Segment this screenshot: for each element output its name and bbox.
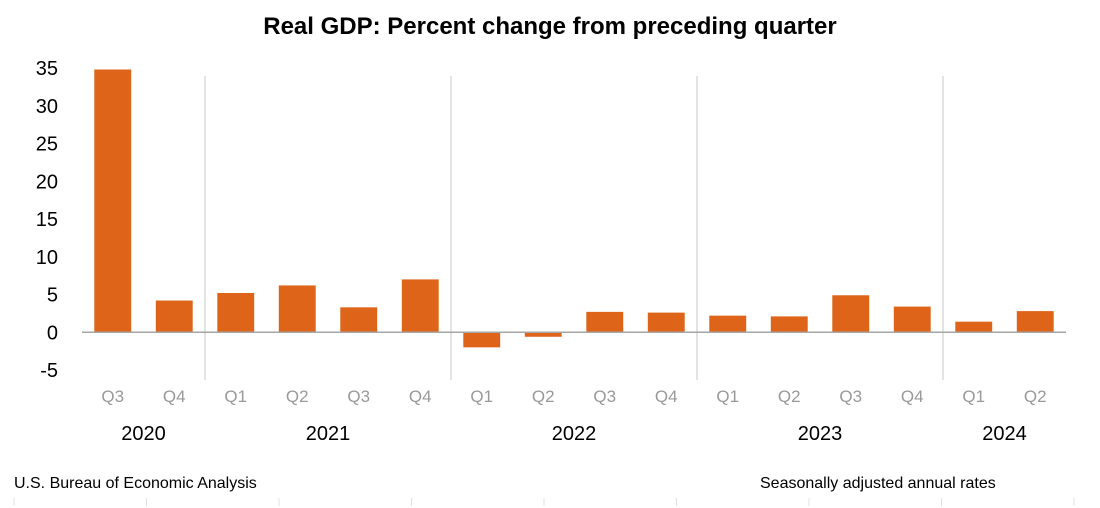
year-label: 2020 <box>121 423 166 445</box>
bar <box>524 332 562 337</box>
quarter-label: Q3 <box>101 387 124 406</box>
bottom-ticks <box>13 498 1075 506</box>
y-tick-label: 20 <box>36 171 58 193</box>
y-tick-label: 30 <box>36 96 58 118</box>
quarter-label: Q1 <box>224 387 247 406</box>
year-label: 2022 <box>552 423 597 445</box>
quarter-label: Q4 <box>655 387 678 406</box>
bar <box>1016 311 1054 333</box>
note-label: Seasonally adjusted annual rates <box>760 475 996 492</box>
y-tick-label: 25 <box>36 134 58 156</box>
quarter-label: Q2 <box>286 387 309 406</box>
source-label: U.S. Bureau of Economic Analysis <box>14 475 257 492</box>
y-tick-label: -5 <box>40 360 58 382</box>
bar <box>647 312 685 333</box>
bars <box>94 69 1054 348</box>
bar <box>217 292 255 333</box>
quarter-label: Q4 <box>163 387 186 406</box>
y-tick-label: 15 <box>36 209 58 231</box>
quarter-label: Q3 <box>839 387 862 406</box>
bar <box>709 315 747 333</box>
year-label: 2021 <box>306 423 351 445</box>
bar <box>94 69 132 333</box>
quarter-label: Q1 <box>962 387 985 406</box>
bar <box>955 321 993 333</box>
bar <box>893 306 931 333</box>
year-label: 2024 <box>982 423 1027 445</box>
quarter-label: Q4 <box>409 387 432 406</box>
bar <box>463 332 501 348</box>
bar <box>832 295 870 333</box>
year-label: 2023 <box>798 423 843 445</box>
quarter-label: Q3 <box>347 387 370 406</box>
chart-title: Real GDP: Percent change from preceding … <box>263 13 836 40</box>
bar <box>155 300 193 333</box>
quarter-label: Q1 <box>470 387 493 406</box>
bar <box>586 311 624 333</box>
bar <box>278 285 316 333</box>
quarter-label: Q3 <box>593 387 616 406</box>
quarter-label: Q2 <box>532 387 555 406</box>
quarter-label: Q2 <box>778 387 801 406</box>
y-tick-label: 35 <box>36 58 58 80</box>
y-tick-label: 0 <box>47 322 58 344</box>
quarter-label: Q1 <box>716 387 739 406</box>
quarter-labels: Q3 Q4 Q1 Q2 Q3 Q4 Q1 Q2 Q3 Q4 Q1 Q2 Q3 Q4 Q1 Q2 <box>101 387 1046 406</box>
year-labels: 2020 2021 2022 2023 2024 <box>121 423 1027 445</box>
y-tick-label: 5 <box>47 285 58 307</box>
bar <box>770 316 808 333</box>
quarter-label: Q2 <box>1024 387 1047 406</box>
y-tick-label: 10 <box>36 247 58 269</box>
y-axis: 35 30 25 20 15 10 5 0 -5 <box>36 58 58 382</box>
year-separators <box>204 76 944 380</box>
bar <box>340 307 378 333</box>
bar <box>401 279 439 333</box>
quarter-label: Q4 <box>901 387 924 406</box>
